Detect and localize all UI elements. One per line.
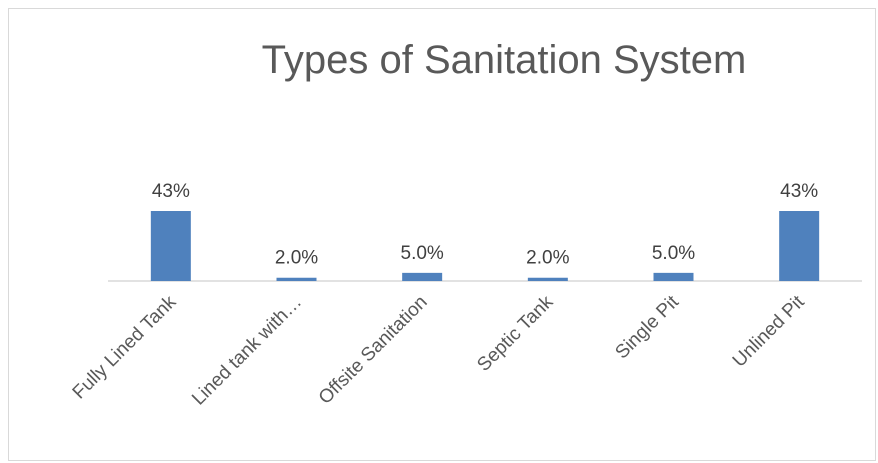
chart-title: Types of Sanitation System: [261, 38, 747, 82]
data-label-2: 5.0%: [401, 243, 444, 264]
x-tick-label-2: Offsite Sanitation: [315, 292, 432, 409]
x-tick-label-4: Single Pit: [611, 291, 683, 363]
x-tick-label-1: Lined tank with…: [188, 292, 306, 410]
bar-3: [527, 277, 568, 281]
data-label-5: 43%: [780, 181, 818, 202]
bar-4: [653, 272, 694, 281]
bar-1: [276, 277, 317, 281]
data-label-3: 2.0%: [526, 248, 569, 269]
data-label-0: 43%: [152, 181, 190, 202]
x-tick-label-3: Septic Tank: [473, 291, 557, 375]
data-label-1: 2.0%: [275, 248, 318, 269]
bar-0: [150, 211, 191, 281]
data-label-4: 5.0%: [652, 243, 695, 264]
x-tick-label-0: Fully Lined Tank: [69, 291, 181, 403]
bar-5: [779, 211, 820, 281]
bar-2: [402, 272, 443, 281]
x-tick-label-5: Unlined Pit: [729, 291, 809, 371]
